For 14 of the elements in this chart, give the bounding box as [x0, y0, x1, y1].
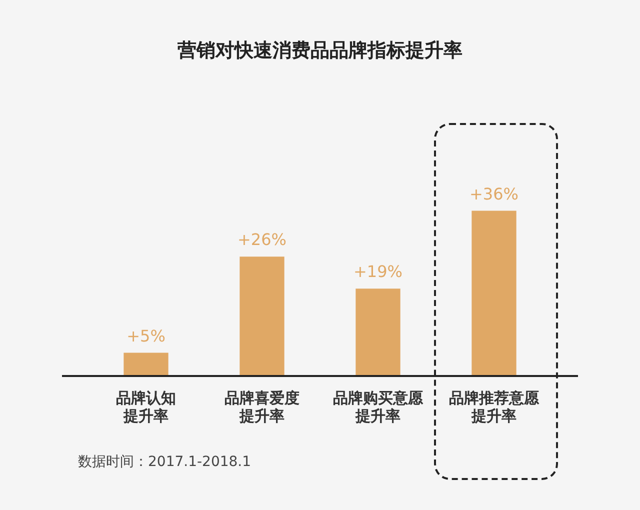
bar [240, 256, 284, 376]
x-tick-label: 品牌购买意愿提升率 [333, 388, 424, 425]
chart-title: 营销对快速消费品品牌指标提升率 [176, 39, 462, 62]
bar [472, 210, 516, 376]
x-tick-label: 品牌认知提升率 [116, 388, 176, 425]
x-tick-label: 品牌喜爱度提升率 [224, 388, 300, 425]
bar [124, 352, 168, 376]
bar [356, 288, 400, 376]
data-label: +5% [126, 326, 166, 346]
text: 数据时间：2017.1-2018.1 [78, 453, 252, 472]
x-tick-label: 品牌推荐意愿提升率 [449, 388, 540, 425]
data-label: +26% [238, 230, 286, 250]
data-label: +19% [354, 262, 402, 282]
data-label: +36% [470, 184, 518, 204]
